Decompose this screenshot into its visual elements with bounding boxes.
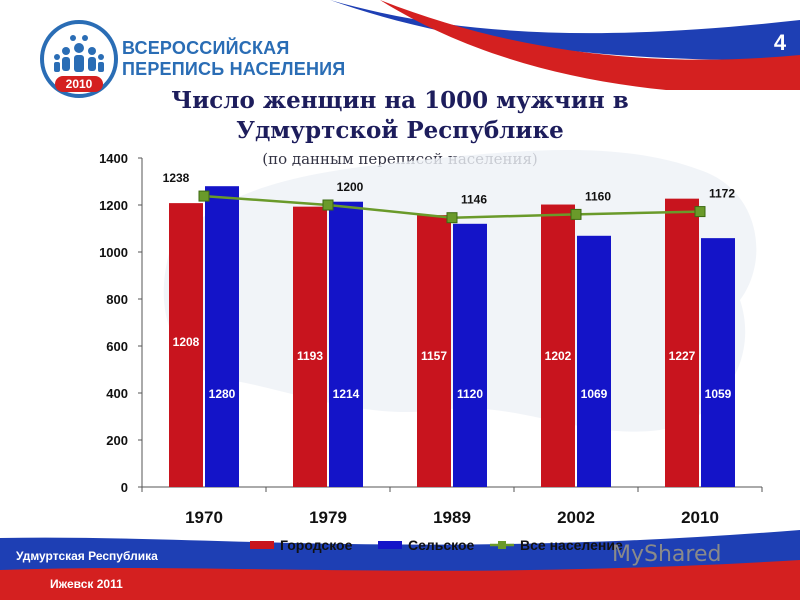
y-tick-label: 400 [106,386,128,401]
x-tick-label: 1970 [185,508,223,527]
y-tick-label: 600 [106,339,128,354]
logo-line-1: ВСЕРОССИЙСКАЯ [122,38,290,58]
data-label-urban: 1193 [297,349,323,363]
point-total-2002 [570,208,582,220]
data-label-total: 1146 [461,193,487,207]
data-label-rural: 1280 [209,387,236,401]
point-total-1989 [446,212,458,224]
bar-rural-1970 [205,186,239,487]
bar-urban-1979 [293,206,327,487]
bar-rural-2002 [577,235,611,487]
data-label-total: 1172 [709,187,735,201]
footer-region: Удмуртская Республика [16,549,158,563]
data-label-urban: 1227 [669,349,696,363]
page-title: Число женщин на 1000 мужчин в Удмуртской… [120,86,680,146]
y-tick-label: 1200 [99,198,128,213]
bar-rural-1979 [329,201,363,487]
bar-urban-1970 [169,203,203,487]
data-label-total: 1160 [585,189,611,203]
bar-urban-2010 [665,198,699,487]
logo-text: ВСЕРОССИЙСКАЯ ПЕРЕПИСЬ НАСЕЛЕНИЯ [122,38,345,80]
census-logo-icon: 2010 [40,20,118,98]
legend-label-1: Сельское [408,537,475,553]
watermark: MyShared [612,542,722,567]
title-line-2: Удмуртской Республике [236,117,564,144]
data-label-urban: 1208 [173,335,200,349]
legend-label-0: Городское [280,537,353,553]
y-tick-label: 200 [106,433,128,448]
bar-rural-2010 [701,238,735,487]
y-tick-label: 1400 [99,151,128,166]
logo-line-2: ПЕРЕПИСЬ НАСЕЛЕНИЯ [122,59,346,79]
flag-band-top [300,0,800,90]
logo-year: 2010 [66,77,93,91]
footer-city-year: Ижевск 2011 [50,577,123,591]
point-total-1970 [198,190,210,202]
legend-swatch-0 [250,541,274,549]
legend-swatch-marker [498,541,506,549]
data-label-rural: 1120 [457,387,483,401]
y-tick-label: 0 [121,480,128,495]
data-label-urban: 1157 [421,349,447,363]
data-label-total: 1200 [337,180,364,194]
x-tick-label: 1989 [433,508,471,527]
census-logo: 2010 [38,18,338,108]
bar-rural-1989 [453,223,487,488]
data-label-urban: 1202 [545,349,572,363]
legend-swatch-1 [378,541,402,549]
x-tick-label: 1979 [309,508,347,527]
point-total-1979 [322,199,334,211]
x-tick-label: 2002 [557,508,595,527]
data-label-rural: 1214 [333,387,360,401]
bar-urban-1989 [417,215,451,488]
slide-number: 4 [773,30,787,55]
bar-urban-2002 [541,204,575,487]
data-label-rural: 1069 [581,387,608,401]
y-tick-label: 1000 [99,245,128,260]
data-label-rural: 1059 [705,387,732,401]
data-label-total: 1238 [163,171,190,185]
legend-label-2: Все население [520,537,623,553]
title-line-1: Число женщин на 1000 мужчин в [171,87,629,114]
point-total-2010 [694,206,706,218]
x-tick-label: 2010 [681,508,719,527]
y-tick-label: 800 [106,292,128,307]
